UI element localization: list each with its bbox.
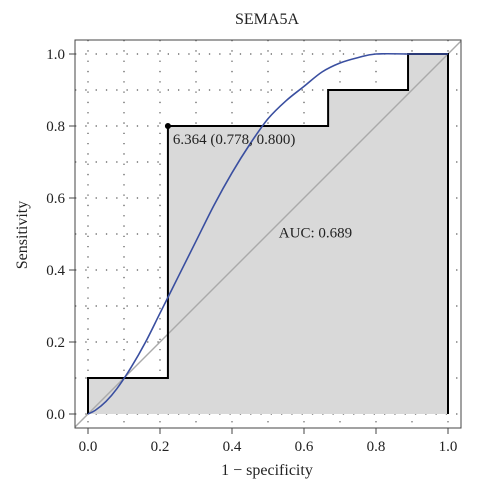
x-tick-label: 1.0 [439,439,458,455]
reference-diagonal-line [74,40,462,428]
y-tick-label: 0.2 [46,335,65,351]
plot-frame [74,39,462,429]
y-tick-label: 1.0 [46,47,65,63]
x-tick-label: 0.8 [367,439,386,455]
smoothed-roc-curve [87,52,448,415]
y-axis-label: Sensitivity [14,201,31,269]
x-axis-ticks: 0.0 0.2 0.4 0.6 0.8 1.0 [79,428,458,455]
chart-title: SEMA5A [235,11,299,28]
y-tick-label: 0.8 [46,119,65,135]
y-tick-label: 0.6 [46,191,65,207]
y-tick-label: 0.0 [46,407,65,423]
y-axis-ticks: 0.0 0.2 0.4 0.6 0.8 1.0 [46,47,75,423]
best-threshold-label: 6.364 (0.778, 0.800) [173,132,295,148]
best-threshold-point [164,123,171,129]
x-tick-label: 0.6 [295,439,314,455]
auc-annotation: AUC: 0.689 [279,226,352,242]
x-axis-label: 1 − specificity [221,462,313,479]
x-tick-label: 0.0 [79,439,98,455]
y-tick-label: 0.4 [46,263,65,279]
x-tick-label: 0.2 [151,439,170,455]
x-tick-label: 0.4 [223,439,242,455]
